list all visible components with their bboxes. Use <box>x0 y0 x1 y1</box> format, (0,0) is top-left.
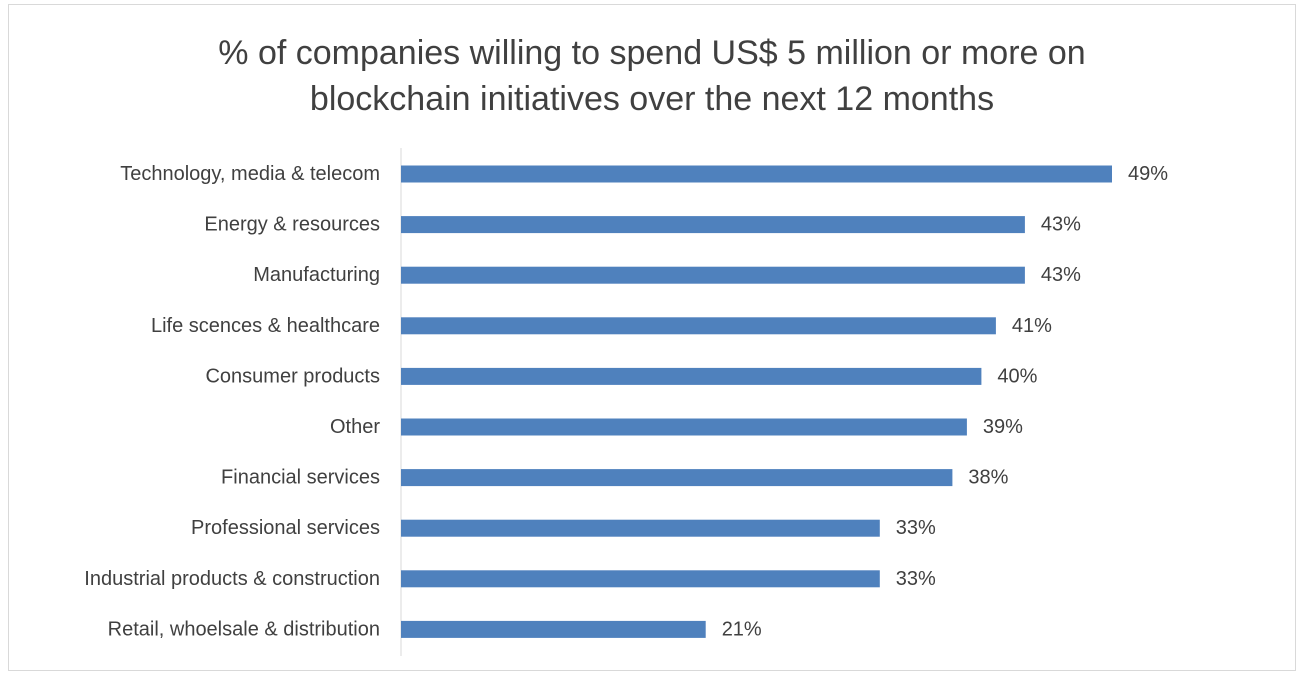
data-label: 49% <box>1128 163 1168 185</box>
chart-title: % of companies willing to spend US$ 5 mi… <box>0 30 1304 122</box>
bar <box>401 317 996 335</box>
data-label: 39% <box>983 416 1023 438</box>
data-label: 33% <box>896 568 936 590</box>
data-label: 38% <box>968 467 1008 489</box>
bar <box>401 165 1112 183</box>
category-label: Consumer products <box>205 365 380 387</box>
bar <box>401 266 1025 284</box>
category-label: Life scences & healthcare <box>151 315 380 337</box>
bar <box>401 519 880 537</box>
category-label: Other <box>330 416 380 438</box>
data-label: 43% <box>1041 264 1081 286</box>
category-label: Industrial products & construction <box>84 568 380 590</box>
chart-title-line-2: blockchain initiatives over the next 12 … <box>309 80 995 118</box>
chart-frame <box>8 4 1296 671</box>
data-label: 21% <box>722 618 762 640</box>
data-label: 41% <box>1012 315 1052 337</box>
data-label: 33% <box>896 517 936 539</box>
category-label: Energy & resources <box>204 214 380 236</box>
chart-title-line-1: % of companies willing to spend US$ 5 mi… <box>218 34 1086 72</box>
data-label: 43% <box>1041 214 1081 236</box>
bar <box>401 570 880 588</box>
bar <box>401 367 982 385</box>
category-label: Retail, whoelsale & distribution <box>108 618 380 640</box>
bar <box>401 216 1025 234</box>
bar <box>401 469 953 487</box>
bar <box>401 418 967 436</box>
category-label: Financial services <box>221 467 380 489</box>
bar <box>401 620 706 638</box>
category-label: Professional services <box>191 517 380 539</box>
category-label: Manufacturing <box>253 264 380 286</box>
category-label: Technology, media & telecom <box>120 163 380 185</box>
data-label: 40% <box>997 365 1037 387</box>
